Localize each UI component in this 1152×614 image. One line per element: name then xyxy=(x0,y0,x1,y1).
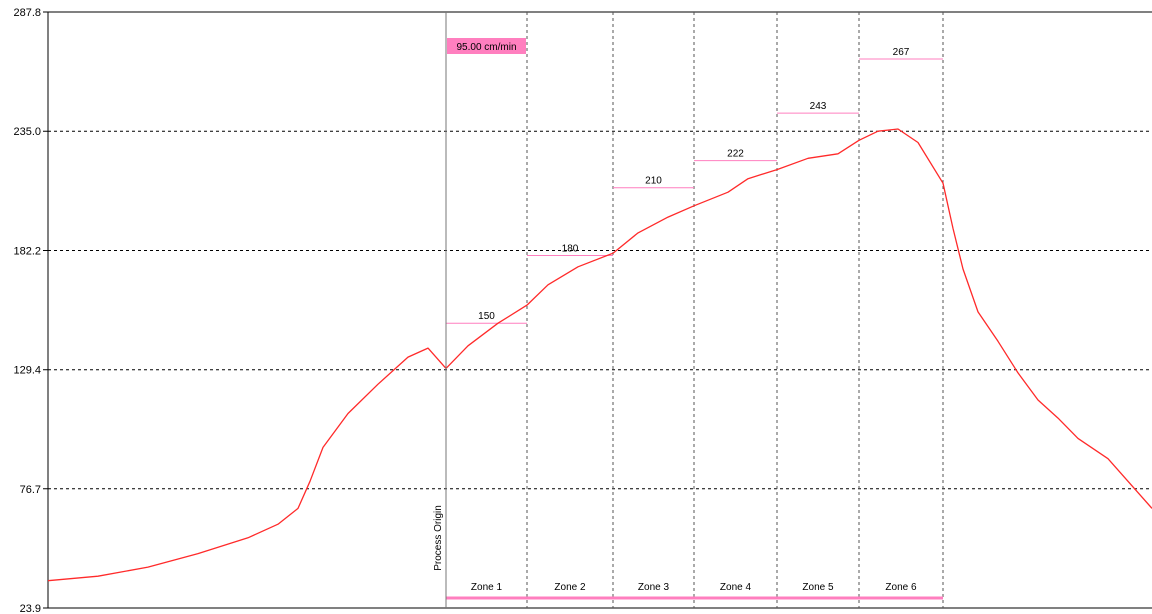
process-origin: Process Origin xyxy=(433,12,447,608)
process-origin-label: Process Origin xyxy=(433,505,444,571)
conveyor-speed-label: 95.00 cm/min xyxy=(456,42,516,53)
y-tick-label: 182.2 xyxy=(13,245,41,257)
zone-label: Zone 5 xyxy=(802,582,834,593)
zone-setpoint-label: 150 xyxy=(478,311,495,322)
y-tick-label: 287.8 xyxy=(13,7,41,19)
conveyor-speed: 95.00 cm/min xyxy=(447,38,526,54)
zone-label: Zone 3 xyxy=(638,582,670,593)
zone-setpoint-label: 267 xyxy=(893,47,910,58)
zone-setpoint-label: 210 xyxy=(645,176,662,187)
temperature-curve xyxy=(47,128,1152,582)
temperature-curve-layer xyxy=(47,128,1152,582)
y-tick-label: 23.9 xyxy=(20,603,41,614)
zone-setpoint-label: 243 xyxy=(810,101,827,112)
y-axis: 287.8 235.0 182.2 129.4 76.7 23.9 xyxy=(13,7,1152,614)
zone-labels: Zone 1 Zone 2 Zone 3 Zone 4 Zone 5 Zone 6 xyxy=(446,582,943,600)
conveyor-speed-badge xyxy=(447,38,526,54)
zone-label: Zone 2 xyxy=(554,582,586,593)
grid-lines xyxy=(48,130,1152,490)
setpoint-markers: 150 180 210 222 243 267 xyxy=(446,47,943,324)
zone-setpoint-label: 222 xyxy=(727,149,744,160)
y-tick-label: 235.0 xyxy=(13,126,41,138)
zone-label: Zone 1 xyxy=(471,582,503,593)
y-tick-label: 76.7 xyxy=(20,484,41,496)
zone-label: Zone 6 xyxy=(885,582,917,593)
y-tick-label: 129.4 xyxy=(13,365,41,377)
zone-boundaries xyxy=(526,12,944,608)
zone-label: Zone 4 xyxy=(720,582,752,593)
zone-setpoint-label: 180 xyxy=(562,243,579,254)
